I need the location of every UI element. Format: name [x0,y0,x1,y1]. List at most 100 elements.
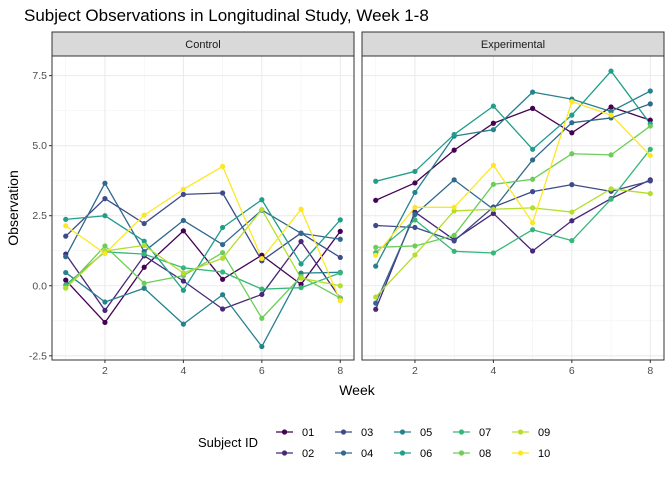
panel-border [361,55,665,361]
data-point-02 [530,248,536,254]
panel-control: Control 2 4 6 8 -2.5 0.0 2.5 5.0 7.5 [29,31,355,377]
y-tick-label: 5.0 [32,140,47,152]
y-tick-label: 0.0 [32,280,47,292]
legend-label: 09 [538,427,550,439]
data-point-08 [608,152,614,158]
data-point-01 [63,277,69,283]
legend-title: Subject ID [198,435,258,450]
data-point-02 [490,210,496,217]
data-point-01 [569,130,575,136]
legend-label: 02 [302,448,314,460]
data-point-02 [259,291,265,298]
legend-item-08: 08 [453,448,491,460]
data-point-01 [451,147,457,153]
data-point-10 [373,252,379,258]
data-point-05 [647,88,653,94]
data-point-09 [412,252,418,258]
legend-key-point [458,450,465,456]
data-point-08 [490,181,496,187]
data-point-06 [180,287,186,293]
x-tick-label: 2 [102,365,108,377]
data-point-07 [412,217,418,223]
data-point-06 [102,213,108,219]
facet-label: Control [185,39,220,51]
data-point-01 [180,228,186,234]
data-point-07 [337,270,343,276]
data-point-01 [647,117,653,123]
data-point-03 [451,238,457,244]
x-tick-label: 6 [569,365,575,377]
data-point-06 [220,224,226,231]
data-point-10 [647,152,653,159]
series-line-02 [375,179,651,310]
data-point-07 [451,248,457,254]
y-axis-title: Observation [5,170,21,245]
data-point-02 [298,238,304,245]
legend-key-point [399,450,406,456]
facet-label: Experimental [481,39,545,51]
series-line-10 [65,165,341,301]
panels: Control 2 4 6 8 -2.5 0.0 2.5 5.0 7.5 Experimental 2… [29,31,665,377]
data-point-06 [373,178,379,184]
data-point-05 [180,321,186,327]
legend-key-point [281,450,288,456]
data-point-04 [180,217,186,224]
data-point-01 [490,120,496,126]
data-point-04 [451,177,457,183]
data-point-09 [373,294,379,300]
data-point-09 [530,205,536,211]
data-point-04 [220,241,226,248]
data-point-05 [259,343,265,350]
data-point-09 [180,270,186,276]
data-point-09 [337,283,343,289]
data-point-09 [569,209,575,215]
series-line-01 [65,230,341,324]
legend-item-05: 05 [394,427,432,439]
data-point-08 [259,315,265,321]
data-point-04 [412,211,418,218]
legend-label: 07 [479,427,491,439]
data-point-06 [412,168,418,175]
data-point-03 [412,224,418,231]
legend-item-09: 09 [512,427,550,439]
data-point-07 [298,285,304,291]
legend-item-03: 03 [335,427,373,439]
series-line-08 [375,125,651,249]
legend-label: 06 [420,448,432,460]
data-point-02 [569,218,575,224]
data-point-04 [530,157,536,163]
legend-key-point [281,429,288,435]
data-point-06 [63,216,69,222]
data-point-07 [569,238,575,244]
legend-item-04: 04 [335,448,373,460]
legend-item-06: 06 [394,448,432,460]
data-point-05 [220,292,226,298]
series-line-07 [375,148,651,254]
series-line-09 [65,208,341,289]
data-point-02 [220,306,226,312]
data-point-02 [373,306,379,312]
data-point-10 [298,206,304,212]
data-point-05 [102,299,108,305]
data-point-10 [569,99,575,105]
data-point-08 [530,176,536,182]
data-point-08 [102,243,108,249]
data-point-07 [180,265,186,271]
series-line-02 [65,240,341,312]
data-point-08 [569,151,575,157]
data-point-09 [298,275,304,281]
data-point-05 [530,89,536,95]
data-point-05 [490,127,496,133]
data-point-08 [373,244,379,250]
legend-label: 08 [479,448,491,460]
data-point-10 [220,163,226,169]
data-point-03 [180,191,186,198]
data-point-08 [451,232,457,238]
series-line-09 [375,188,651,298]
data-point-06 [530,146,536,152]
data-point-03 [220,190,226,196]
data-point-04 [337,236,343,242]
data-point-05 [373,263,379,269]
data-point-05 [608,108,614,115]
legend-key-point [340,450,347,456]
